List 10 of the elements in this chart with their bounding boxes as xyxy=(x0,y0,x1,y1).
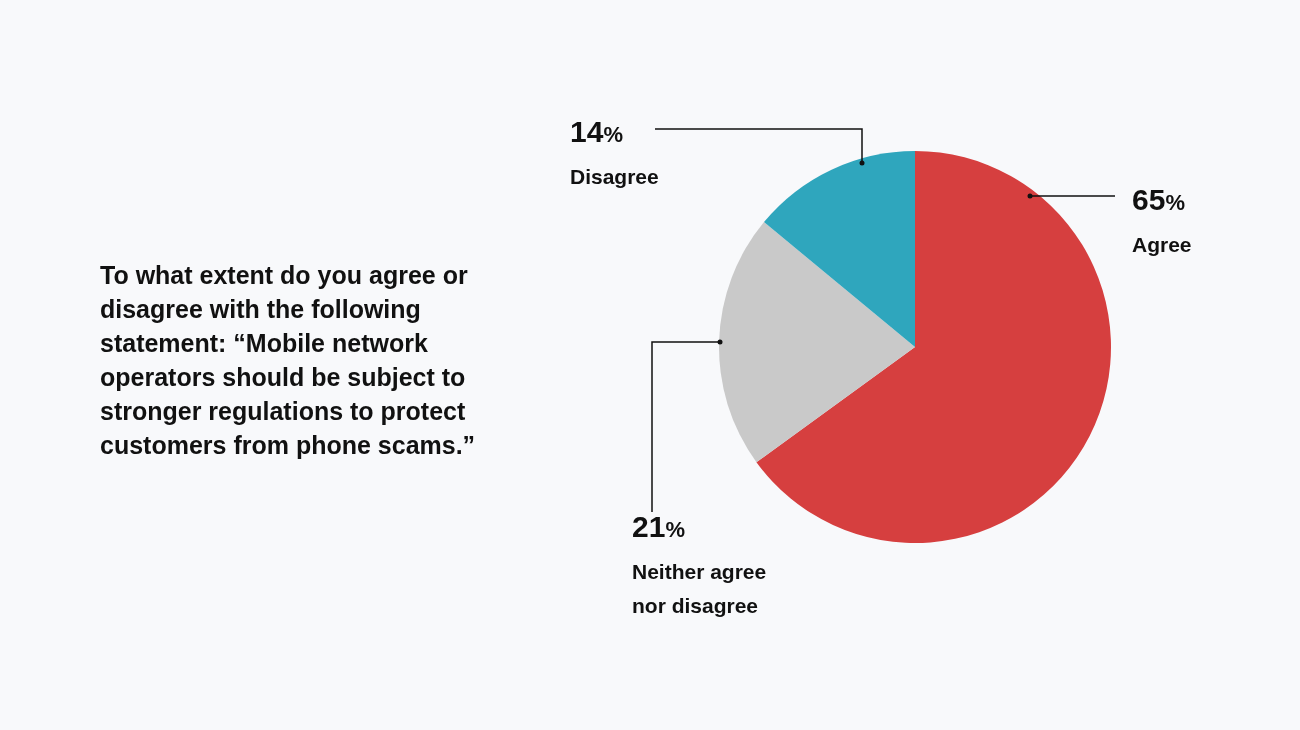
data-label: 21% xyxy=(632,510,685,543)
pie-slice xyxy=(763,151,915,347)
data-label: 14% xyxy=(570,115,623,148)
slice-label: Disagree xyxy=(570,165,659,188)
pie-slice xyxy=(756,151,1111,543)
pie-slice xyxy=(719,222,915,463)
slice-label: Agree xyxy=(1132,233,1192,256)
slice-label: Neither agree nor disagree xyxy=(632,560,767,617)
text: To what extent do you agree or disagree with the following statement: “Mobile network operators should be subject to stronger regulations to protect customers from phone scams.” xyxy=(100,261,476,459)
data-label: 65% xyxy=(1132,183,1185,216)
